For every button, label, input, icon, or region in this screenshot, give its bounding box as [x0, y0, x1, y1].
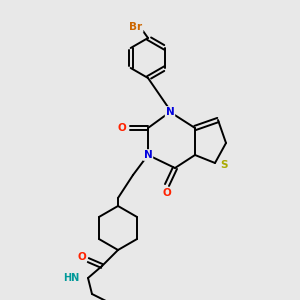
Text: O: O: [118, 123, 126, 133]
Text: Br: Br: [129, 22, 142, 32]
Text: N: N: [166, 107, 174, 117]
Text: O: O: [163, 188, 171, 198]
Text: S: S: [220, 160, 228, 170]
Text: HN: HN: [63, 273, 79, 283]
Text: N: N: [144, 150, 152, 160]
Text: O: O: [78, 252, 86, 262]
